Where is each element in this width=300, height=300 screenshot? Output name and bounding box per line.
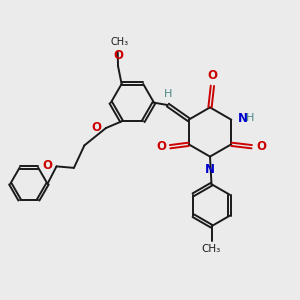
Text: H: H	[246, 113, 255, 123]
Text: N: N	[238, 112, 248, 125]
Text: N: N	[204, 163, 214, 176]
Text: O: O	[156, 140, 166, 153]
Text: CH₃: CH₃	[110, 38, 129, 47]
Text: CH₃: CH₃	[202, 244, 221, 254]
Text: O: O	[113, 49, 123, 62]
Text: O: O	[256, 140, 266, 153]
Text: O: O	[207, 69, 218, 82]
Text: O: O	[92, 121, 102, 134]
Text: H: H	[164, 89, 172, 99]
Text: O: O	[42, 159, 52, 172]
